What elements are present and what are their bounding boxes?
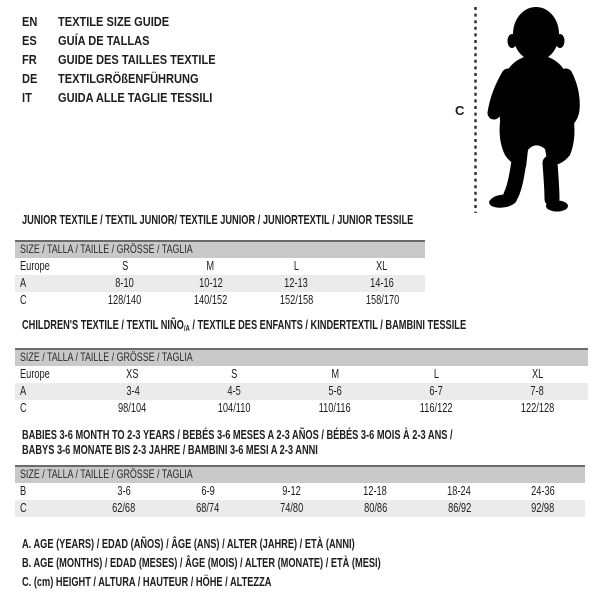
row-label: A (20, 276, 27, 290)
size-cell: L (433, 367, 439, 381)
height-cell: 74/80 (279, 501, 304, 515)
months-cell: 24-36 (531, 484, 555, 498)
height-cell: 86/92 (447, 501, 471, 515)
table-row-height: C 98/104 104/110 110/116 116/122 122/128 (15, 400, 588, 417)
footnote-age-years: A. AGE (YEARS) / EDAD (AÑOS) / ÂGE (ANS)… (22, 537, 355, 551)
months-cell: 3-6 (117, 484, 131, 498)
height-cell: 68/74 (196, 501, 220, 515)
lang-code: FR (22, 52, 37, 67)
lang-code: IT (22, 90, 32, 105)
table-row-europe: Europe S M L XL (15, 258, 425, 275)
lang-label: TEXTILGRÖßENFÜHRUNG (58, 71, 199, 86)
height-cell: 158/170 (365, 293, 399, 307)
lang-row-en: EN TEXTILE SIZE GUIDE (22, 12, 243, 31)
age-cell: 5-6 (328, 384, 342, 398)
lang-row-it: IT GUIDA ALLE TAGLIE TESSILI (22, 88, 243, 107)
height-cell: 122/128 (520, 401, 555, 415)
size-header-band: SIZE / TALLA / TAILLE / GRÖSSE / TAGLIA (15, 465, 585, 483)
age-cell: 6-7 (429, 384, 443, 398)
table-row-months: B 3-6 6-9 9-12 12-18 18-24 24-36 (15, 483, 585, 500)
language-list: EN TEXTILE SIZE GUIDE ES GUÍA DE TALLAS … (22, 12, 243, 107)
row-label: Europe (20, 259, 50, 273)
legend-footnotes: A. AGE (YEARS) / EDAD (AÑOS) / ÂGE (ANS)… (22, 535, 507, 592)
size-cell: L (293, 259, 299, 273)
size-header-band: SIZE / TALLA / TAILLE / GRÖSSE / TAGLIA (15, 240, 425, 258)
size-cell: XS (126, 367, 139, 381)
lang-label: GUÍA DE TALLAS (58, 33, 150, 48)
age-cell: 4-5 (227, 384, 241, 398)
age-cell: 3-4 (125, 384, 140, 398)
months-cell: 12-18 (363, 484, 388, 498)
row-label: C (20, 501, 27, 515)
height-cell: 110/116 (318, 401, 352, 415)
junior-size-table: SIZE / TALLA / TAILLE / GRÖSSE / TAGLIA … (15, 240, 425, 309)
size-cell: S (230, 367, 237, 381)
lang-row-fr: FR GUIDE DES TAILLES TEXTILE (22, 50, 243, 69)
baby-silhouette-icon (486, 3, 598, 215)
table-row-europe: Europe XS S M L XL (15, 366, 588, 383)
row-label: A (20, 384, 27, 398)
lang-label: GUIDE DES TAILLES TEXTILE (58, 52, 216, 67)
months-cell: 9-12 (282, 484, 301, 498)
height-cell: 62/68 (112, 501, 136, 515)
junior-table-title: JUNIOR TEXTILE / TEXTIL JUNIOR/ TEXTILE … (22, 213, 414, 227)
babies-table-title: BABIES 3-6 MONTH TO 2-3 YEARS / BEBÉS 3-… (22, 428, 453, 457)
lang-label: GUIDA ALLE TAGLIE TESSILI (58, 90, 213, 105)
size-cell: M (331, 367, 339, 381)
age-cell: 14-16 (370, 276, 394, 290)
height-reference-dashed-line (473, 7, 478, 213)
table-row-height: C 62/68 68/74 74/80 80/86 86/92 92/98 (15, 500, 585, 517)
row-label: Europe (20, 367, 50, 381)
size-header-band: SIZE / TALLA / TAILLE / GRÖSSE / TAGLIA (15, 348, 588, 366)
height-cell: 80/86 (363, 501, 387, 515)
height-cell: 116/122 (419, 401, 453, 415)
lang-code: ES (22, 33, 37, 48)
months-cell: 18-24 (447, 484, 472, 498)
age-cell: 8-10 (115, 276, 135, 290)
lang-code: EN (22, 14, 38, 29)
footnote-age-months: B. AGE (MONTHS) / EDAD (MESES) / ÂGE (MO… (22, 556, 381, 570)
footnote-height-cm: C. (cm) HEIGHT / ALTURA / HAUTEUR / HÖHE… (22, 575, 272, 589)
age-cell: 10-12 (198, 276, 223, 290)
children-size-table: SIZE / TALLA / TAILLE / GRÖSSE / TAGLIA … (15, 348, 588, 417)
babies-size-table: SIZE / TALLA / TAILLE / GRÖSSE / TAGLIA … (15, 465, 585, 517)
age-cell: 7-8 (530, 384, 545, 398)
months-cell: 6-9 (201, 484, 215, 498)
age-cell: 12-13 (284, 276, 309, 290)
table-row-height: C 128/140 140/152 152/158 158/170 (15, 292, 425, 309)
height-cell: 140/152 (193, 293, 228, 307)
figure-height-label: C (455, 103, 465, 118)
height-cell: 98/104 (118, 401, 147, 415)
row-label: C (20, 401, 27, 415)
lang-row-es: ES GUÍA DE TALLAS (22, 31, 243, 50)
height-cell: 104/110 (217, 401, 251, 415)
lang-row-de: DE TEXTILGRÖßENFÜHRUNG (22, 69, 243, 88)
row-label: C (20, 293, 27, 307)
children-table-title: CHILDREN'S TEXTILE / TEXTIL NIÑO/A / TEX… (22, 318, 467, 333)
lang-code: DE (22, 71, 38, 86)
height-cell: 152/158 (279, 293, 314, 307)
size-cell: M (206, 259, 215, 273)
size-cell: S (121, 259, 128, 273)
height-cell: 128/140 (108, 293, 142, 307)
size-cell: XL (376, 259, 388, 273)
lang-label: TEXTILE SIZE GUIDE (58, 14, 170, 29)
size-cell: XL (531, 367, 544, 381)
table-row-age: A 3-4 4-5 5-6 6-7 7-8 (15, 383, 588, 400)
table-row-age: A 8-10 10-12 12-13 14-16 (15, 275, 425, 292)
height-cell: 92/98 (531, 501, 555, 515)
row-label: B (20, 484, 27, 498)
